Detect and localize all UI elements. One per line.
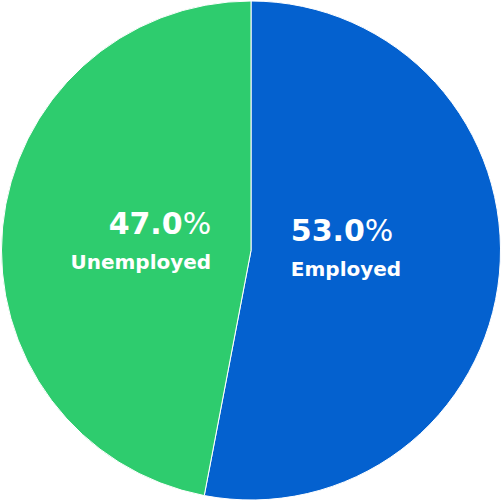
value-unit: % <box>365 213 394 248</box>
value-label: 47.0% <box>109 206 212 241</box>
category-label: Employed <box>291 257 401 281</box>
value-unit: % <box>183 206 212 241</box>
value-number: 53.0 <box>291 213 365 248</box>
value-label: 53.0% <box>291 213 394 248</box>
pie-slice <box>2 1 251 496</box>
labels: 53.0% Employed 47.0% Unemployed <box>70 206 401 282</box>
chart: 53.0% Employed 47.0% Unemployed <box>0 0 502 501</box>
slices <box>2 1 501 500</box>
category-label: Unemployed <box>70 250 211 274</box>
value-number: 47.0 <box>109 206 183 241</box>
